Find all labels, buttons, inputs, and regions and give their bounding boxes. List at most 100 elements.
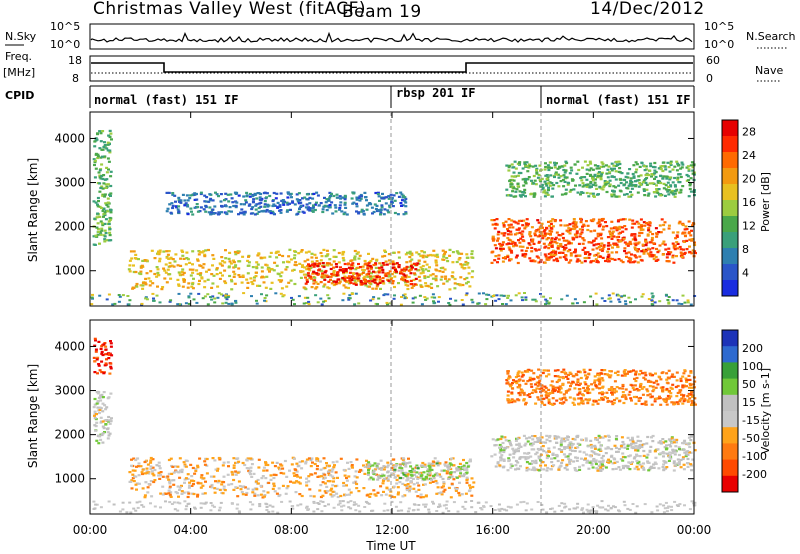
data-cell: [96, 222, 100, 225]
data-cell: [272, 476, 276, 480]
data-cell: [428, 469, 432, 472]
data-cell: [455, 476, 459, 479]
data-cell: [406, 478, 410, 481]
data-cell: [468, 285, 472, 288]
data-cell: [356, 277, 360, 280]
data-cell: [688, 238, 692, 241]
data-cell: [659, 194, 663, 197]
data-cell: [559, 449, 563, 452]
data-cell: [442, 485, 445, 488]
data-cell: [250, 280, 254, 284]
data-cell: [683, 439, 687, 442]
data-cell: [108, 151, 112, 154]
data-cell: [650, 236, 654, 240]
data-cell: [675, 371, 679, 374]
data-cell: [599, 174, 603, 178]
data-cell: [400, 278, 404, 281]
data-cell: [430, 478, 433, 481]
data-cell: [255, 271, 258, 274]
data-cell: [583, 458, 586, 461]
data-cell: [590, 463, 594, 466]
data-cell: [234, 300, 237, 302]
data-cell: [298, 207, 302, 210]
data-cell: [470, 252, 474, 256]
data-cell: [566, 438, 570, 441]
data-cell: [102, 372, 106, 375]
data-cell: [455, 487, 459, 491]
data-cell: [308, 196, 312, 199]
data-cell: [237, 194, 241, 197]
data-cell: [678, 398, 682, 401]
data-cell: [466, 280, 470, 284]
data-cell: [93, 410, 97, 413]
data-cell: [599, 436, 603, 439]
data-cell: [644, 174, 648, 177]
data-cell: [145, 467, 149, 470]
data-cell: [605, 391, 609, 394]
data-cell: [485, 298, 489, 301]
data-cell: [577, 168, 581, 172]
data-cell: [350, 267, 354, 270]
data-cell: [307, 300, 311, 303]
data-cell: [493, 444, 497, 447]
data-cell: [96, 205, 100, 208]
data-cell: [580, 438, 583, 441]
data-cell: [555, 455, 559, 458]
data-cell: [426, 284, 430, 287]
data-cell: [652, 191, 656, 194]
data-cell: [654, 255, 658, 259]
data-cell: [672, 244, 676, 247]
data-cell: [232, 261, 236, 264]
data-cell: [580, 231, 584, 234]
data-cell: [656, 179, 660, 183]
data-cell: [471, 270, 475, 273]
nsky-label: N.Sky: [5, 30, 37, 43]
data-cell: [189, 463, 193, 466]
data-cell: [320, 269, 324, 272]
data-cell: [676, 242, 680, 245]
data-cell: [93, 417, 97, 420]
data-cell: [655, 189, 659, 192]
data-cell: [101, 187, 105, 190]
data-cell: [583, 251, 587, 254]
data-cell: [671, 256, 675, 259]
data-cell: [666, 452, 669, 455]
data-cell: [108, 422, 112, 425]
data-cell: [510, 242, 514, 245]
data-cell: [662, 455, 665, 458]
data-cell: [405, 265, 409, 268]
data-cell: [100, 148, 104, 151]
data-cell: [221, 260, 225, 263]
data-cell: [285, 201, 289, 204]
data-cell: [224, 301, 228, 304]
data-cell: [215, 267, 219, 270]
data-cell: [394, 268, 397, 271]
data-cell: [97, 171, 101, 174]
data-cell: [336, 495, 340, 499]
data-cell: [371, 278, 375, 281]
beam-label: Beam 19: [342, 2, 422, 22]
data-cell: [334, 471, 338, 474]
data-cell: [105, 171, 109, 174]
data-cell: [639, 224, 643, 227]
data-cell: [574, 223, 578, 226]
data-cell: [564, 375, 568, 378]
data-cell: [520, 375, 524, 378]
data-cell: [221, 302, 225, 305]
data-cell: [181, 273, 185, 276]
data-cell: [134, 483, 138, 486]
data-cell: [347, 286, 350, 290]
data-cell: [616, 226, 620, 229]
data-cell: [192, 298, 196, 301]
data-cell: [646, 252, 650, 255]
data-cell: [512, 245, 515, 248]
data-cell: [335, 492, 339, 495]
data-cell: [103, 419, 107, 422]
data-cell: [539, 464, 543, 467]
data-cell: [242, 292, 246, 295]
data-cell: [150, 249, 154, 252]
data-cell: [552, 464, 556, 467]
data-cell: [591, 466, 595, 469]
data-cell: [690, 435, 693, 438]
data-cell: [530, 192, 533, 195]
